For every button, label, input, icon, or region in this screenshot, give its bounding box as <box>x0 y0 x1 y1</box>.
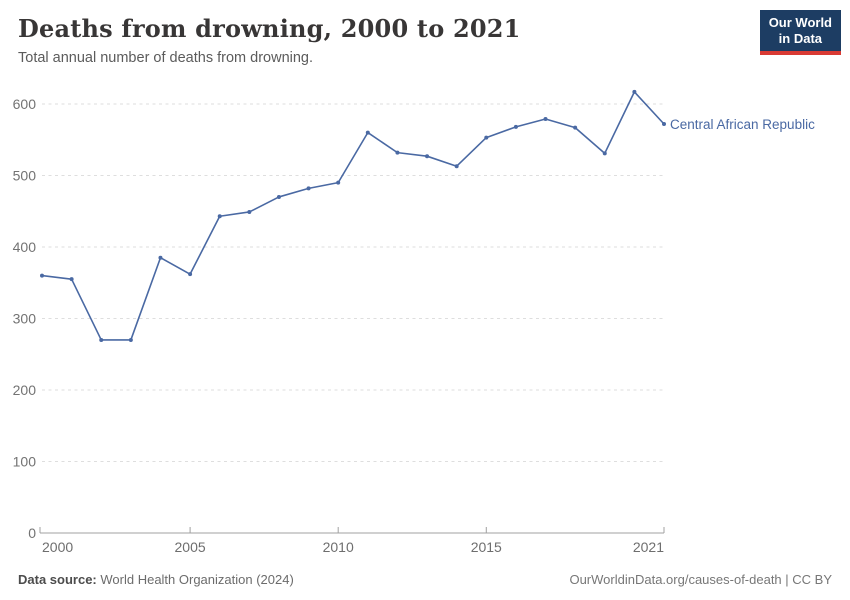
x-axis-tick-label: 2000 <box>42 539 73 555</box>
data-point-2017[interactable] <box>543 117 548 122</box>
data-point-2012[interactable] <box>395 150 400 155</box>
y-axis-tick-label: 100 <box>13 454 37 470</box>
page-title: Deaths from drowning, 2000 to 2021 <box>18 14 521 43</box>
x-axis-tick-label: 2010 <box>323 539 354 555</box>
data-point-2015[interactable] <box>484 135 489 140</box>
data-point-2009[interactable] <box>306 186 311 191</box>
y-axis-tick-label: 500 <box>13 168 37 184</box>
data-source-label: Data source: <box>18 572 97 587</box>
data-point-2001[interactable] <box>69 277 74 282</box>
data-point-2002[interactable] <box>99 337 104 342</box>
data-point-2008[interactable] <box>276 194 281 199</box>
series-line-central-african-republic[interactable] <box>41 91 665 341</box>
data-source-value: World Health Organization (2024) <box>100 572 294 587</box>
chart-subtitle: Total annual number of deaths from drown… <box>18 50 314 66</box>
x-axis-tick-label: 2015 <box>471 539 502 555</box>
chart-footer: Data source: World Health Organization (… <box>18 572 832 587</box>
data-point-2004[interactable] <box>158 255 163 260</box>
data-point-2016[interactable] <box>513 124 518 129</box>
owid-logo-line2: in Data <box>778 31 823 46</box>
x-axis-tick-label: 2005 <box>175 539 206 555</box>
data-point-2010[interactable] <box>336 180 341 185</box>
attribution-link[interactable]: OurWorldinData.org/causes-of-death | CC … <box>569 572 832 587</box>
y-axis-tick-label: 0 <box>28 525 36 541</box>
data-source: Data source: World Health Organization (… <box>18 572 294 587</box>
data-point-2011[interactable] <box>365 130 370 135</box>
x-axis-tick-label: 2021 <box>633 539 664 555</box>
owid-logo[interactable]: Our World in Data <box>759 10 841 55</box>
data-point-2014[interactable] <box>454 164 459 169</box>
owid-logo-line1: Our World <box>768 15 832 30</box>
data-point-2003[interactable] <box>128 337 133 342</box>
data-point-2018[interactable] <box>573 125 578 130</box>
data-point-2006[interactable] <box>217 214 222 219</box>
entity-label-central-african-republic[interactable]: Central African Republic <box>670 117 815 132</box>
data-point-2013[interactable] <box>425 154 430 159</box>
data-point-2000[interactable] <box>40 273 44 278</box>
y-axis-tick-label: 300 <box>13 311 37 327</box>
data-point-2007[interactable] <box>247 209 252 214</box>
data-point-2021[interactable] <box>662 122 666 127</box>
data-point-2019[interactable] <box>602 151 607 156</box>
data-point-2020[interactable] <box>632 89 637 94</box>
y-axis-tick-label: 600 <box>13 96 37 112</box>
data-point-2005[interactable] <box>188 272 193 277</box>
y-axis-tick-label: 200 <box>13 382 37 398</box>
y-axis-tick-label: 400 <box>13 239 37 255</box>
